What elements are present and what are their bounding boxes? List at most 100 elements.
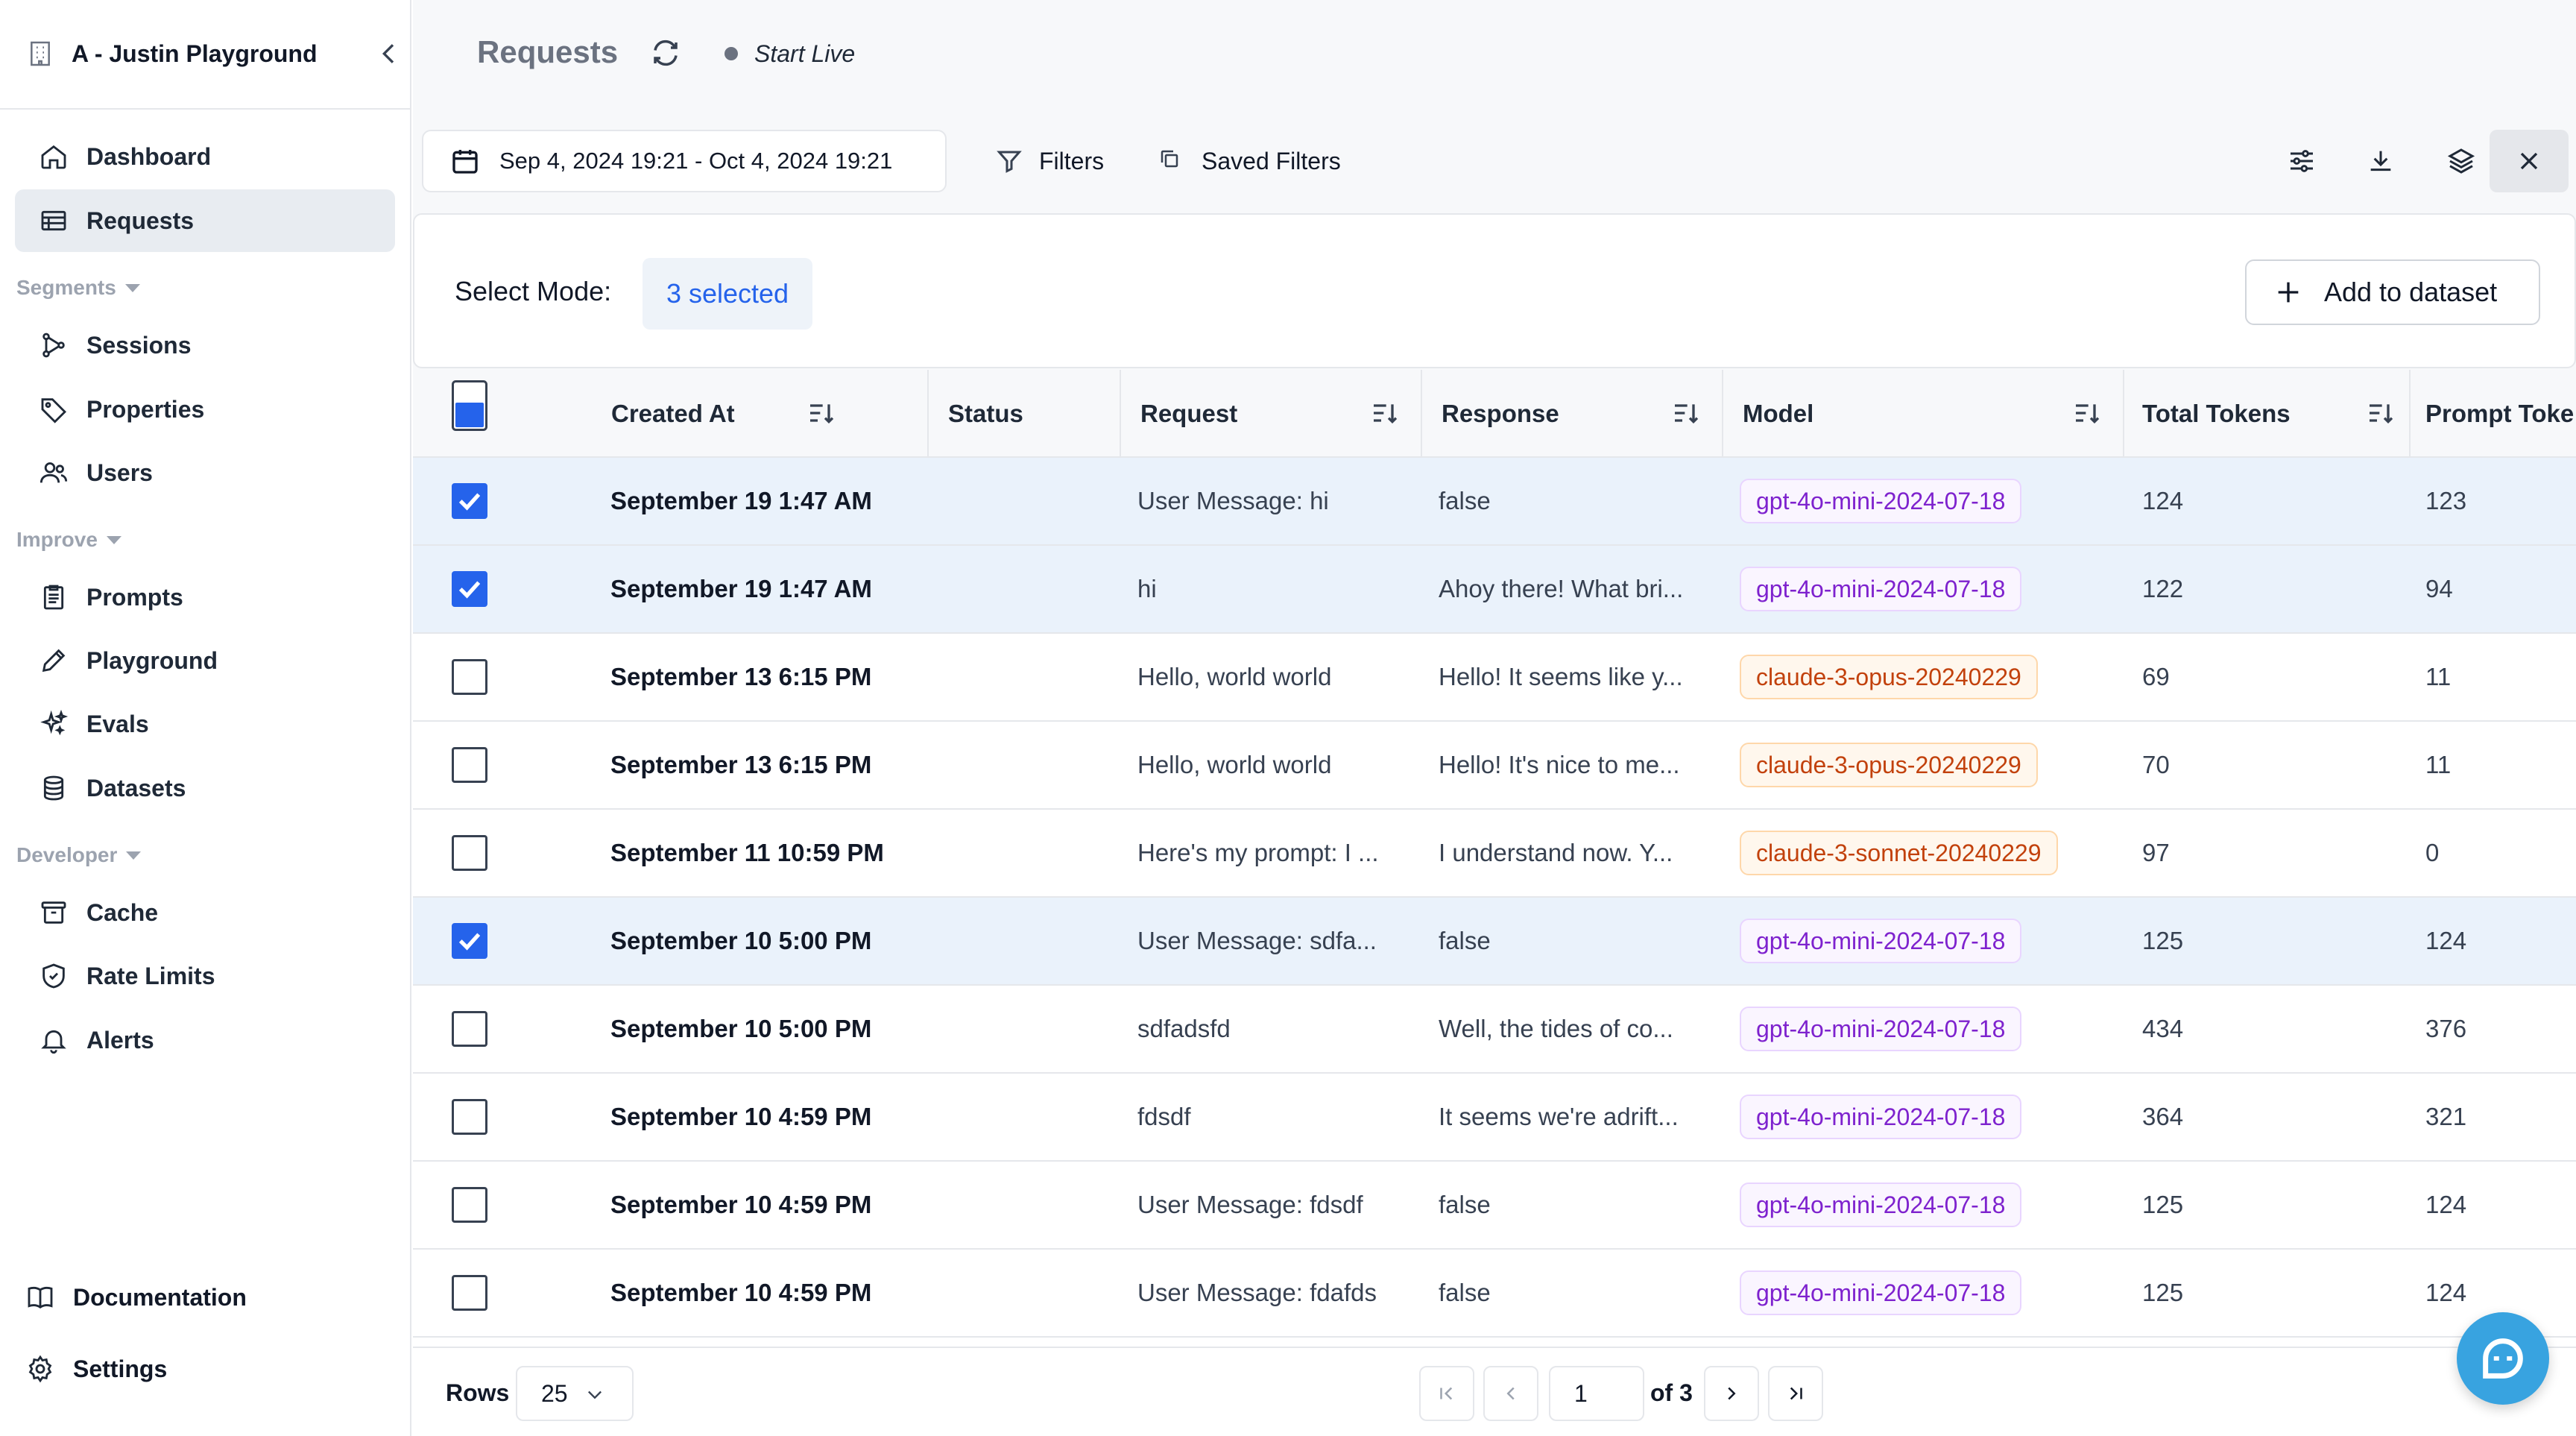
section-developer[interactable]: Developer xyxy=(16,843,142,867)
sidebar-item-evals[interactable]: Evals xyxy=(15,693,395,755)
sidebar-divider xyxy=(0,108,411,110)
cell-created-at: September 10 5:00 PM xyxy=(610,1015,872,1042)
calendar-icon xyxy=(450,146,480,176)
start-live-toggle[interactable]: Start Live xyxy=(724,37,855,70)
page-header: Requests Start Live xyxy=(413,0,2576,110)
last-page-button[interactable] xyxy=(1768,1366,1823,1421)
add-to-dataset-button[interactable]: Add to dataset xyxy=(2245,259,2540,325)
column-prompt-tokens[interactable]: Prompt Toke xyxy=(2425,370,2576,458)
layers-button[interactable] xyxy=(2434,134,2488,188)
cell-total-tokens: 125 xyxy=(2142,1279,2184,1306)
cell-total-tokens: 434 xyxy=(2142,1015,2184,1042)
sidebar-item-requests[interactable]: Requests xyxy=(15,189,395,252)
sidebar-item-properties[interactable]: Properties xyxy=(15,378,395,441)
table-row[interactable]: September 10 5:00 PM User Message: sdfa..… xyxy=(413,898,2576,986)
column-request[interactable]: Request xyxy=(1140,370,1439,458)
saved-filters-button[interactable]: Saved Filters xyxy=(1158,136,1341,186)
column-label: Created At xyxy=(611,400,735,427)
column-created-at[interactable]: Created At xyxy=(611,370,847,458)
table-row[interactable]: September 19 1:47 AM hi Ahoy there! What b… xyxy=(413,546,2576,634)
close-icon xyxy=(2514,146,2544,176)
table-row[interactable]: September 11 10:59 PM Here's my prompt: I… xyxy=(413,810,2576,898)
table-row[interactable]: September 10 4:59 PM User Message: fdafds… xyxy=(413,1250,2576,1338)
row-checkbox[interactable] xyxy=(452,1099,487,1135)
table-row[interactable]: September 19 1:47 AM User Message: hi fals… xyxy=(413,458,2576,546)
documentation-link[interactable]: Documentation xyxy=(25,1273,247,1321)
table-row[interactable]: September 13 6:15 PM Hello, world world He… xyxy=(413,634,2576,722)
filters-button[interactable]: Filters xyxy=(996,136,1104,186)
sidebar-item-cache[interactable]: Cache xyxy=(15,881,395,944)
chevron-left-icon xyxy=(1500,1382,1522,1405)
section-segments[interactable]: Segments xyxy=(16,276,140,300)
row-checkbox[interactable] xyxy=(452,571,487,607)
section-improve[interactable]: Improve xyxy=(16,528,121,552)
layers-icon xyxy=(2446,146,2476,176)
documentation-label: Documentation xyxy=(73,1283,247,1311)
model-badge: gpt-4o-mini-2024-07-18 xyxy=(1740,1095,2022,1139)
row-checkbox[interactable] xyxy=(452,1011,487,1047)
table-row[interactable]: September 10 4:59 PM fdsdf It seems we're … xyxy=(413,1074,2576,1162)
sidebar-item-prompts[interactable]: Prompts xyxy=(15,566,395,629)
column-model[interactable]: Model xyxy=(1743,370,2130,458)
model-badge: gpt-4o-mini-2024-07-18 xyxy=(1740,479,2022,523)
collapse-sidebar-icon[interactable] xyxy=(374,39,404,69)
row-checkbox[interactable] xyxy=(452,747,487,783)
sidebar-item-label: Prompts xyxy=(86,583,183,611)
cell-created-at: September 19 1:47 AM xyxy=(610,575,872,602)
table-row[interactable]: September 10 5:00 PM sdfadsfd Well, the ti… xyxy=(413,986,2576,1074)
column-total-tokens[interactable]: Total Tokens xyxy=(2142,370,2425,458)
table-row[interactable]: September 13 6:15 PM Hello, world world He… xyxy=(413,722,2576,810)
sort-icon[interactable] xyxy=(806,398,836,428)
org-switcher[interactable]: A - Justin Playground xyxy=(25,30,404,78)
cell-prompt-tokens: 321 xyxy=(2425,1103,2467,1130)
sessions-icon xyxy=(39,330,69,360)
cell-created-at: September 10 4:59 PM xyxy=(610,1191,872,1218)
sidebar-item-sessions[interactable]: Sessions xyxy=(15,314,395,377)
cell-request: User Message: sdfa... xyxy=(1137,927,1377,954)
database-icon xyxy=(39,773,69,803)
sidebar-item-users[interactable]: Users xyxy=(15,441,395,504)
close-select-mode-button[interactable] xyxy=(2490,130,2569,192)
next-page-button[interactable] xyxy=(1704,1366,1759,1421)
sidebar-item-rate-limits[interactable]: Rate Limits xyxy=(15,945,395,1007)
sidebar-item-datasets[interactable]: Datasets xyxy=(15,757,395,819)
row-checkbox[interactable] xyxy=(452,1187,487,1223)
column-settings-button[interactable] xyxy=(2275,134,2329,188)
cell-response: Hello! It's nice to me... xyxy=(1439,751,1680,778)
model-badge: claude-3-opus-20240229 xyxy=(1740,743,2038,787)
first-page-button[interactable] xyxy=(1419,1366,1474,1421)
cell-prompt-tokens: 376 xyxy=(2425,1015,2467,1042)
rows-per-page-value: 25 xyxy=(541,1379,568,1407)
column-response[interactable]: Response xyxy=(1442,370,1740,458)
row-checkbox[interactable] xyxy=(452,659,487,695)
support-chat-button[interactable] xyxy=(2457,1312,2549,1405)
table-icon xyxy=(39,206,69,236)
sidebar-item-playground[interactable]: Playground xyxy=(15,629,395,692)
date-range-picker[interactable]: Sep 4, 2024 19:21 - Oct 4, 2024 19:21 xyxy=(422,130,947,192)
sort-icon[interactable] xyxy=(1671,398,1701,428)
download-button[interactable] xyxy=(2354,134,2408,188)
row-checkbox[interactable] xyxy=(452,923,487,959)
caret-down-icon xyxy=(106,535,121,544)
cell-model: gpt-4o-mini-2024-07-18 xyxy=(1740,898,2112,984)
refresh-icon[interactable] xyxy=(650,37,681,69)
sort-icon[interactable] xyxy=(2366,398,2396,428)
page-number-input[interactable] xyxy=(1549,1366,1644,1421)
sort-icon[interactable] xyxy=(1370,398,1400,428)
rows-per-page-select[interactable]: 25 xyxy=(516,1366,634,1421)
cell-created-at: September 10 5:00 PM xyxy=(610,927,872,954)
row-checkbox[interactable] xyxy=(452,483,487,519)
column-status[interactable]: Status xyxy=(948,370,1097,458)
cell-status xyxy=(948,634,1097,720)
select-all-checkbox[interactable] xyxy=(452,380,487,431)
sidebar-item-alerts[interactable]: Alerts xyxy=(15,1009,395,1071)
table-row[interactable]: September 10 4:59 PM User Message: fdsdf f… xyxy=(413,1162,2576,1250)
row-checkbox[interactable] xyxy=(452,835,487,871)
check-icon xyxy=(458,933,481,951)
settings-link[interactable]: Settings xyxy=(25,1345,167,1393)
sort-icon[interactable] xyxy=(2072,398,2102,428)
sidebar-item-label: Datasets xyxy=(86,774,186,802)
previous-page-button[interactable] xyxy=(1483,1366,1538,1421)
sidebar-item-dashboard[interactable]: Dashboard xyxy=(15,125,395,188)
row-checkbox[interactable] xyxy=(452,1275,487,1311)
